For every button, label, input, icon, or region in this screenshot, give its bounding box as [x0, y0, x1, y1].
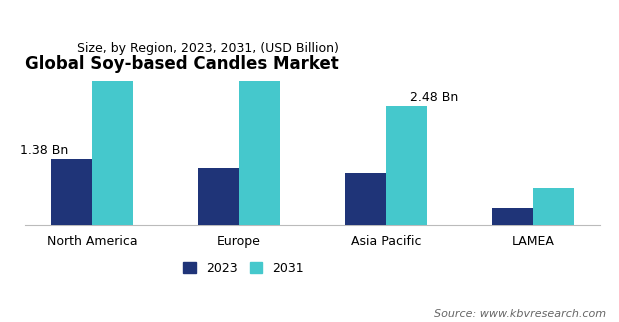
Legend: 2023, 2031: 2023, 2031 — [178, 257, 309, 280]
Bar — [345, 173, 386, 225]
Text: Global Soy-based Candles Market: Global Soy-based Candles Market — [25, 55, 339, 73]
Bar — [492, 209, 533, 225]
Bar — [533, 188, 574, 225]
Text: 1.38 Bn: 1.38 Bn — [20, 144, 69, 157]
Text: Source: www.kbvresearch.com: Source: www.kbvresearch.com — [435, 309, 607, 319]
Bar — [239, 56, 280, 225]
Bar — [198, 168, 239, 225]
Bar — [386, 106, 427, 225]
Text: 2.48 Bn: 2.48 Bn — [410, 91, 458, 104]
Bar — [51, 159, 92, 225]
Bar — [92, 0, 133, 225]
Text: Size, by Region, 2023, 2031, (USD Billion): Size, by Region, 2023, 2031, (USD Billio… — [77, 42, 339, 55]
